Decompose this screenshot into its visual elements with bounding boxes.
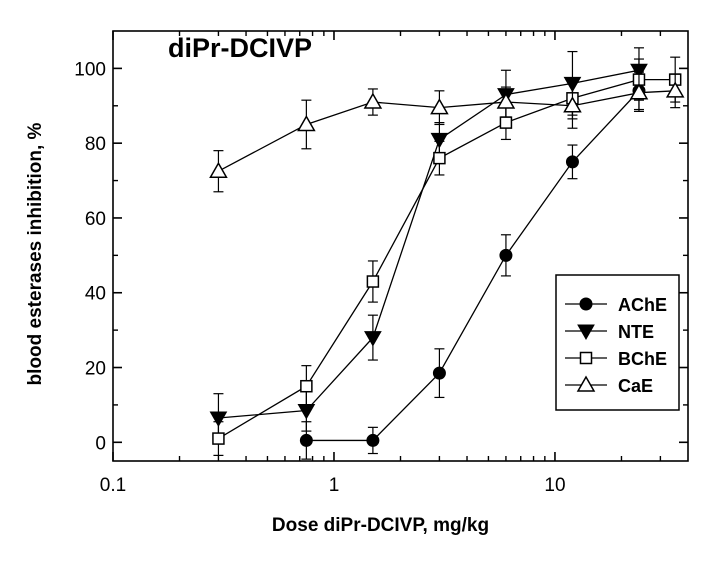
data-point [499,116,513,129]
legend-item-bche: BChE [565,349,667,369]
legend-marker [579,351,593,365]
data-point [430,132,449,149]
data-point [499,248,513,262]
data-point [496,92,516,109]
legend-label: NTE [618,322,654,342]
chart-title: diPr-DCIVP [168,33,312,63]
legend-box [555,274,680,411]
data-point [433,151,446,165]
legend-marker [576,375,596,392]
data-point [364,331,382,347]
series-bche-line [218,78,676,440]
data-point [297,114,316,132]
legend-marker [579,297,593,311]
series-nte [209,47,648,443]
y-tick-label: 60 [85,209,106,230]
x-axis-title: Dose diPr-DCIVP, mg/kg [272,515,489,536]
data-point [565,155,579,169]
data-point [629,83,649,100]
data-point [665,81,685,98]
data-point [299,433,313,447]
series-cae-line [218,90,676,172]
data-point [363,92,383,109]
y-axis-title: blood esterases inhibition, % [25,122,46,385]
legend-item-nte: NTE [565,322,654,342]
series-ache-line [306,90,640,442]
series-ache [299,71,646,460]
data-point [432,366,446,380]
y-tick-label: 20 [85,359,106,380]
data-point [563,96,582,113]
y-tick-label: 80 [85,134,106,155]
x-tick-label: 10 [544,475,565,496]
data-point [300,379,313,393]
x-tick-label: 1 [329,475,340,496]
axes: 0 20 40 60 80 100 0.1 1 10 [74,30,689,496]
y-tick-label: 40 [85,284,106,305]
legend: AChE NTE BChE CaE [555,274,680,411]
legend-label: BChE [618,349,667,369]
legend-marker [577,324,595,341]
legend-label: AChE [618,295,667,315]
x-tick-label: 0.1 [100,475,126,496]
y-tick-label: 100 [74,59,106,80]
y-tick-label: 0 [95,433,106,454]
legend-item-cae: CaE [565,375,653,396]
legend-label: CaE [618,376,653,396]
data-point [366,433,380,447]
data-point [366,275,380,288]
data-point [209,161,228,178]
data-point [212,432,225,445]
series-cae [209,73,685,193]
data-point [430,98,449,115]
legend-item-ache: AChE [565,295,667,315]
data-point [209,411,228,428]
series-layer [209,47,685,460]
